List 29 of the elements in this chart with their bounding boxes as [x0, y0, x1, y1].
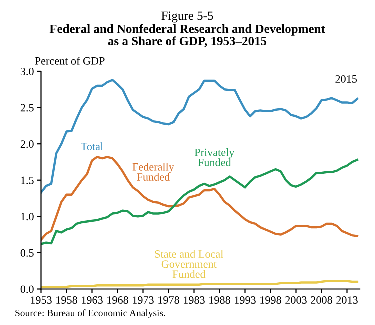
annotation: 2015 — [336, 75, 358, 83]
x-tick-label: 2008 — [311, 296, 332, 304]
y-tick-label: 3.0 — [20, 68, 34, 76]
y-tick-label: 0.0 — [20, 286, 34, 294]
series-label: Federally Funded — [132, 163, 174, 181]
x-tick-label: 1998 — [260, 296, 282, 304]
y-tick-label: 2.0 — [20, 140, 34, 148]
x-tick-label: 1968 — [108, 296, 128, 304]
x-tick-label: 2013 — [336, 296, 358, 304]
y-tick-label: 2.5 — [20, 104, 34, 112]
series-label: Privately Funded — [194, 148, 235, 166]
chart-subtitle: Federal and Nonfederal Research and Development as a Share of GDP, 1953–2015 — [50, 24, 326, 48]
x-tick-label: 1988 — [210, 296, 230, 304]
x-tick-label: 1973 — [133, 296, 154, 304]
y-tick-label: 1.0 — [21, 213, 34, 221]
x-tick-label: 1958 — [56, 296, 78, 304]
x-tick-label: 1983 — [184, 296, 205, 304]
x-tick-label: 1953 — [31, 296, 52, 304]
y-tick-label: 1.5 — [21, 176, 34, 184]
source-note: Source: Bureau of Economic Analysis. — [16, 310, 166, 318]
series-label: Total — [81, 142, 104, 150]
y-tick-label: 0.5 — [20, 249, 34, 257]
y-axis-title: Percent of GDP — [35, 56, 105, 65]
x-tick-label: 1963 — [82, 296, 103, 304]
series-label: State and Local Government Funded — [155, 250, 224, 278]
x-tick-label: 2003 — [286, 296, 307, 304]
chart-title: Figure 5-5 — [162, 12, 214, 23]
x-tick-label: 1993 — [235, 296, 256, 304]
x-tick-label: 1978 — [158, 296, 180, 304]
